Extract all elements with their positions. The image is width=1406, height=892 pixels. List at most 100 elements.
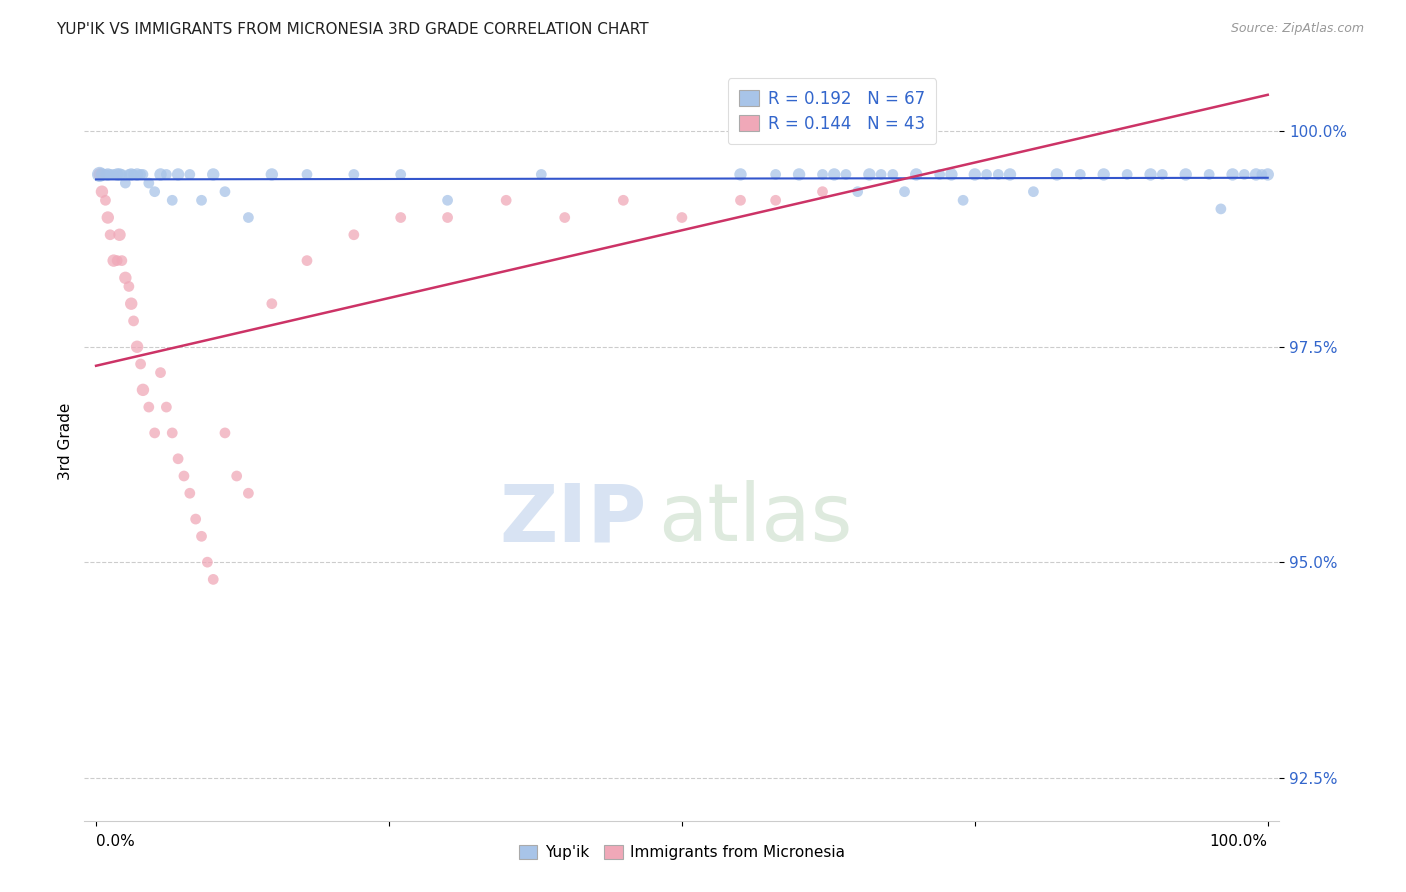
Point [127, 340, 149, 354]
Point [295, 168, 318, 182]
Point [530, 168, 553, 182]
Point [90, 168, 114, 182]
Point [94, 168, 117, 182]
Point [190, 529, 212, 543]
Point [1198, 168, 1220, 182]
Point [89, 168, 111, 182]
Point [941, 168, 963, 182]
Point [436, 211, 458, 225]
Point [149, 366, 172, 380]
Y-axis label: 3rd Grade: 3rd Grade [58, 403, 73, 480]
Point [129, 168, 152, 182]
Point [190, 194, 212, 208]
Point [238, 486, 260, 500]
Point [138, 400, 160, 414]
Point [1116, 168, 1139, 182]
Point [987, 168, 1010, 182]
Point [730, 168, 752, 182]
Point [114, 270, 136, 285]
Point [197, 555, 219, 569]
Point [389, 168, 412, 182]
Point [238, 211, 260, 225]
Point [260, 168, 283, 182]
Text: ZIP: ZIP [499, 480, 647, 558]
Point [343, 168, 366, 182]
Point [214, 185, 236, 199]
Point [260, 296, 283, 310]
Point [143, 185, 166, 199]
Point [202, 168, 225, 182]
Point [118, 168, 141, 182]
Point [138, 176, 160, 190]
Point [173, 469, 195, 483]
Point [108, 168, 131, 182]
Point [167, 451, 190, 466]
Point [120, 168, 142, 182]
Text: atlas: atlas [658, 480, 853, 558]
Point [835, 168, 858, 182]
Point [98, 168, 121, 182]
Point [893, 185, 915, 199]
Point [129, 357, 152, 371]
Point [179, 486, 201, 500]
Point [1244, 168, 1267, 182]
Point [98, 227, 121, 242]
Point [612, 194, 634, 208]
Point [184, 512, 207, 526]
Point [97, 168, 120, 182]
Point [103, 253, 125, 268]
Point [1222, 168, 1244, 182]
Point [495, 194, 517, 208]
Point [811, 168, 834, 182]
Point [132, 168, 155, 182]
Point [905, 168, 928, 182]
Point [1174, 168, 1197, 182]
Point [225, 469, 247, 483]
Point [976, 168, 998, 182]
Point [1257, 168, 1279, 182]
Point [111, 168, 134, 182]
Point [823, 168, 845, 182]
Point [765, 194, 787, 208]
Point [94, 194, 117, 208]
Point [162, 194, 183, 208]
Legend: Yup'ik, Immigrants from Micronesia: Yup'ik, Immigrants from Micronesia [513, 838, 851, 866]
Point [730, 194, 752, 208]
Point [870, 168, 893, 182]
Point [1022, 185, 1045, 199]
Point [202, 573, 225, 587]
Point [858, 168, 880, 182]
Point [963, 168, 986, 182]
Point [928, 168, 950, 182]
Point [389, 211, 412, 225]
Point [1251, 168, 1274, 182]
Point [787, 168, 810, 182]
Point [111, 253, 134, 268]
Point [167, 168, 190, 182]
Point [214, 425, 236, 440]
Point [1069, 168, 1091, 182]
Point [90, 185, 114, 199]
Point [343, 227, 366, 242]
Point [120, 296, 142, 310]
Point [155, 168, 177, 182]
Point [108, 227, 131, 242]
Point [105, 253, 128, 268]
Point [1233, 168, 1256, 182]
Point [1209, 202, 1232, 216]
Point [155, 400, 177, 414]
Point [671, 211, 693, 225]
Point [162, 425, 183, 440]
Text: 0.0%: 0.0% [96, 833, 135, 848]
Point [103, 168, 125, 182]
Point [149, 168, 172, 182]
Point [952, 194, 974, 208]
Point [122, 168, 145, 182]
Point [1152, 168, 1174, 182]
Text: Source: ZipAtlas.com: Source: ZipAtlas.com [1230, 22, 1364, 36]
Point [846, 185, 869, 199]
Point [765, 168, 787, 182]
Point [998, 168, 1021, 182]
Point [132, 383, 155, 397]
Point [811, 185, 834, 199]
